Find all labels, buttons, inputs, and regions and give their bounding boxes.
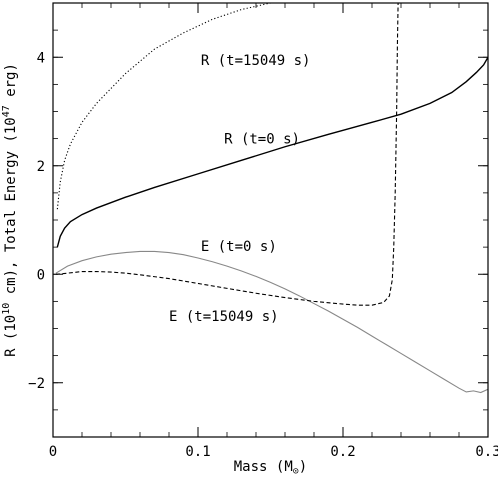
y-axis-label-text: R (10 <box>3 315 19 357</box>
annotation-e-t-0-s: E (t=0 s) <box>201 239 277 255</box>
x-axis-label-text: Mass (M <box>234 459 293 475</box>
series-line-r-t-0-s <box>56 56 488 248</box>
x-axis-label: Mass (M⊙) <box>234 459 307 477</box>
annotations: R (t=15049 s) R (t=0 s) E (t=0 s) E (t=1504… <box>169 53 310 325</box>
y-axis-label-gap <box>3 252 19 260</box>
y-tick-label: −2 <box>28 376 45 392</box>
x-tick-label: 0.3 <box>475 444 498 460</box>
annotation-e-t-15049-s: E (t=15049 s) <box>169 309 279 325</box>
x-ticks: 0 0.1 0.2 0.3 <box>49 3 498 460</box>
y-axis-label: R (1010 cm), Total Energy (1047 erg) <box>1 63 19 357</box>
y-tick-label: 2 <box>37 159 45 175</box>
x-tick-label: 0 <box>49 444 57 460</box>
y-ticks: −2 0 2 4 <box>28 2 488 438</box>
x-tick-label: 0.1 <box>185 444 210 460</box>
y-axis-label2-text: Total Energy (10 <box>3 117 19 252</box>
y-axis-label-exp1: 10 <box>1 303 12 315</box>
series-line-e-t-15049-s <box>55 3 399 306</box>
y-tick-label: 0 <box>37 267 45 283</box>
y-axis-label-mid: cm), <box>3 261 19 303</box>
x-axis-label-end: ) <box>299 459 307 475</box>
x-tick-label: 0.2 <box>330 444 355 460</box>
y-axis-label-exp2: 47 <box>1 105 12 117</box>
series-line-e-t-0-s <box>55 250 488 394</box>
annotation-r-t-0-s: R (t=0 s) <box>224 132 300 148</box>
annotation-r-t-15049-s: R (t=15049 s) <box>201 53 311 69</box>
y-tick-label: 4 <box>37 50 45 66</box>
series-line-r-t-15049-s <box>56 3 271 210</box>
series-group <box>55 3 488 394</box>
y-axis-label2-end: erg) <box>3 63 19 105</box>
x-axis-label-sub: ⊙ <box>293 466 299 477</box>
